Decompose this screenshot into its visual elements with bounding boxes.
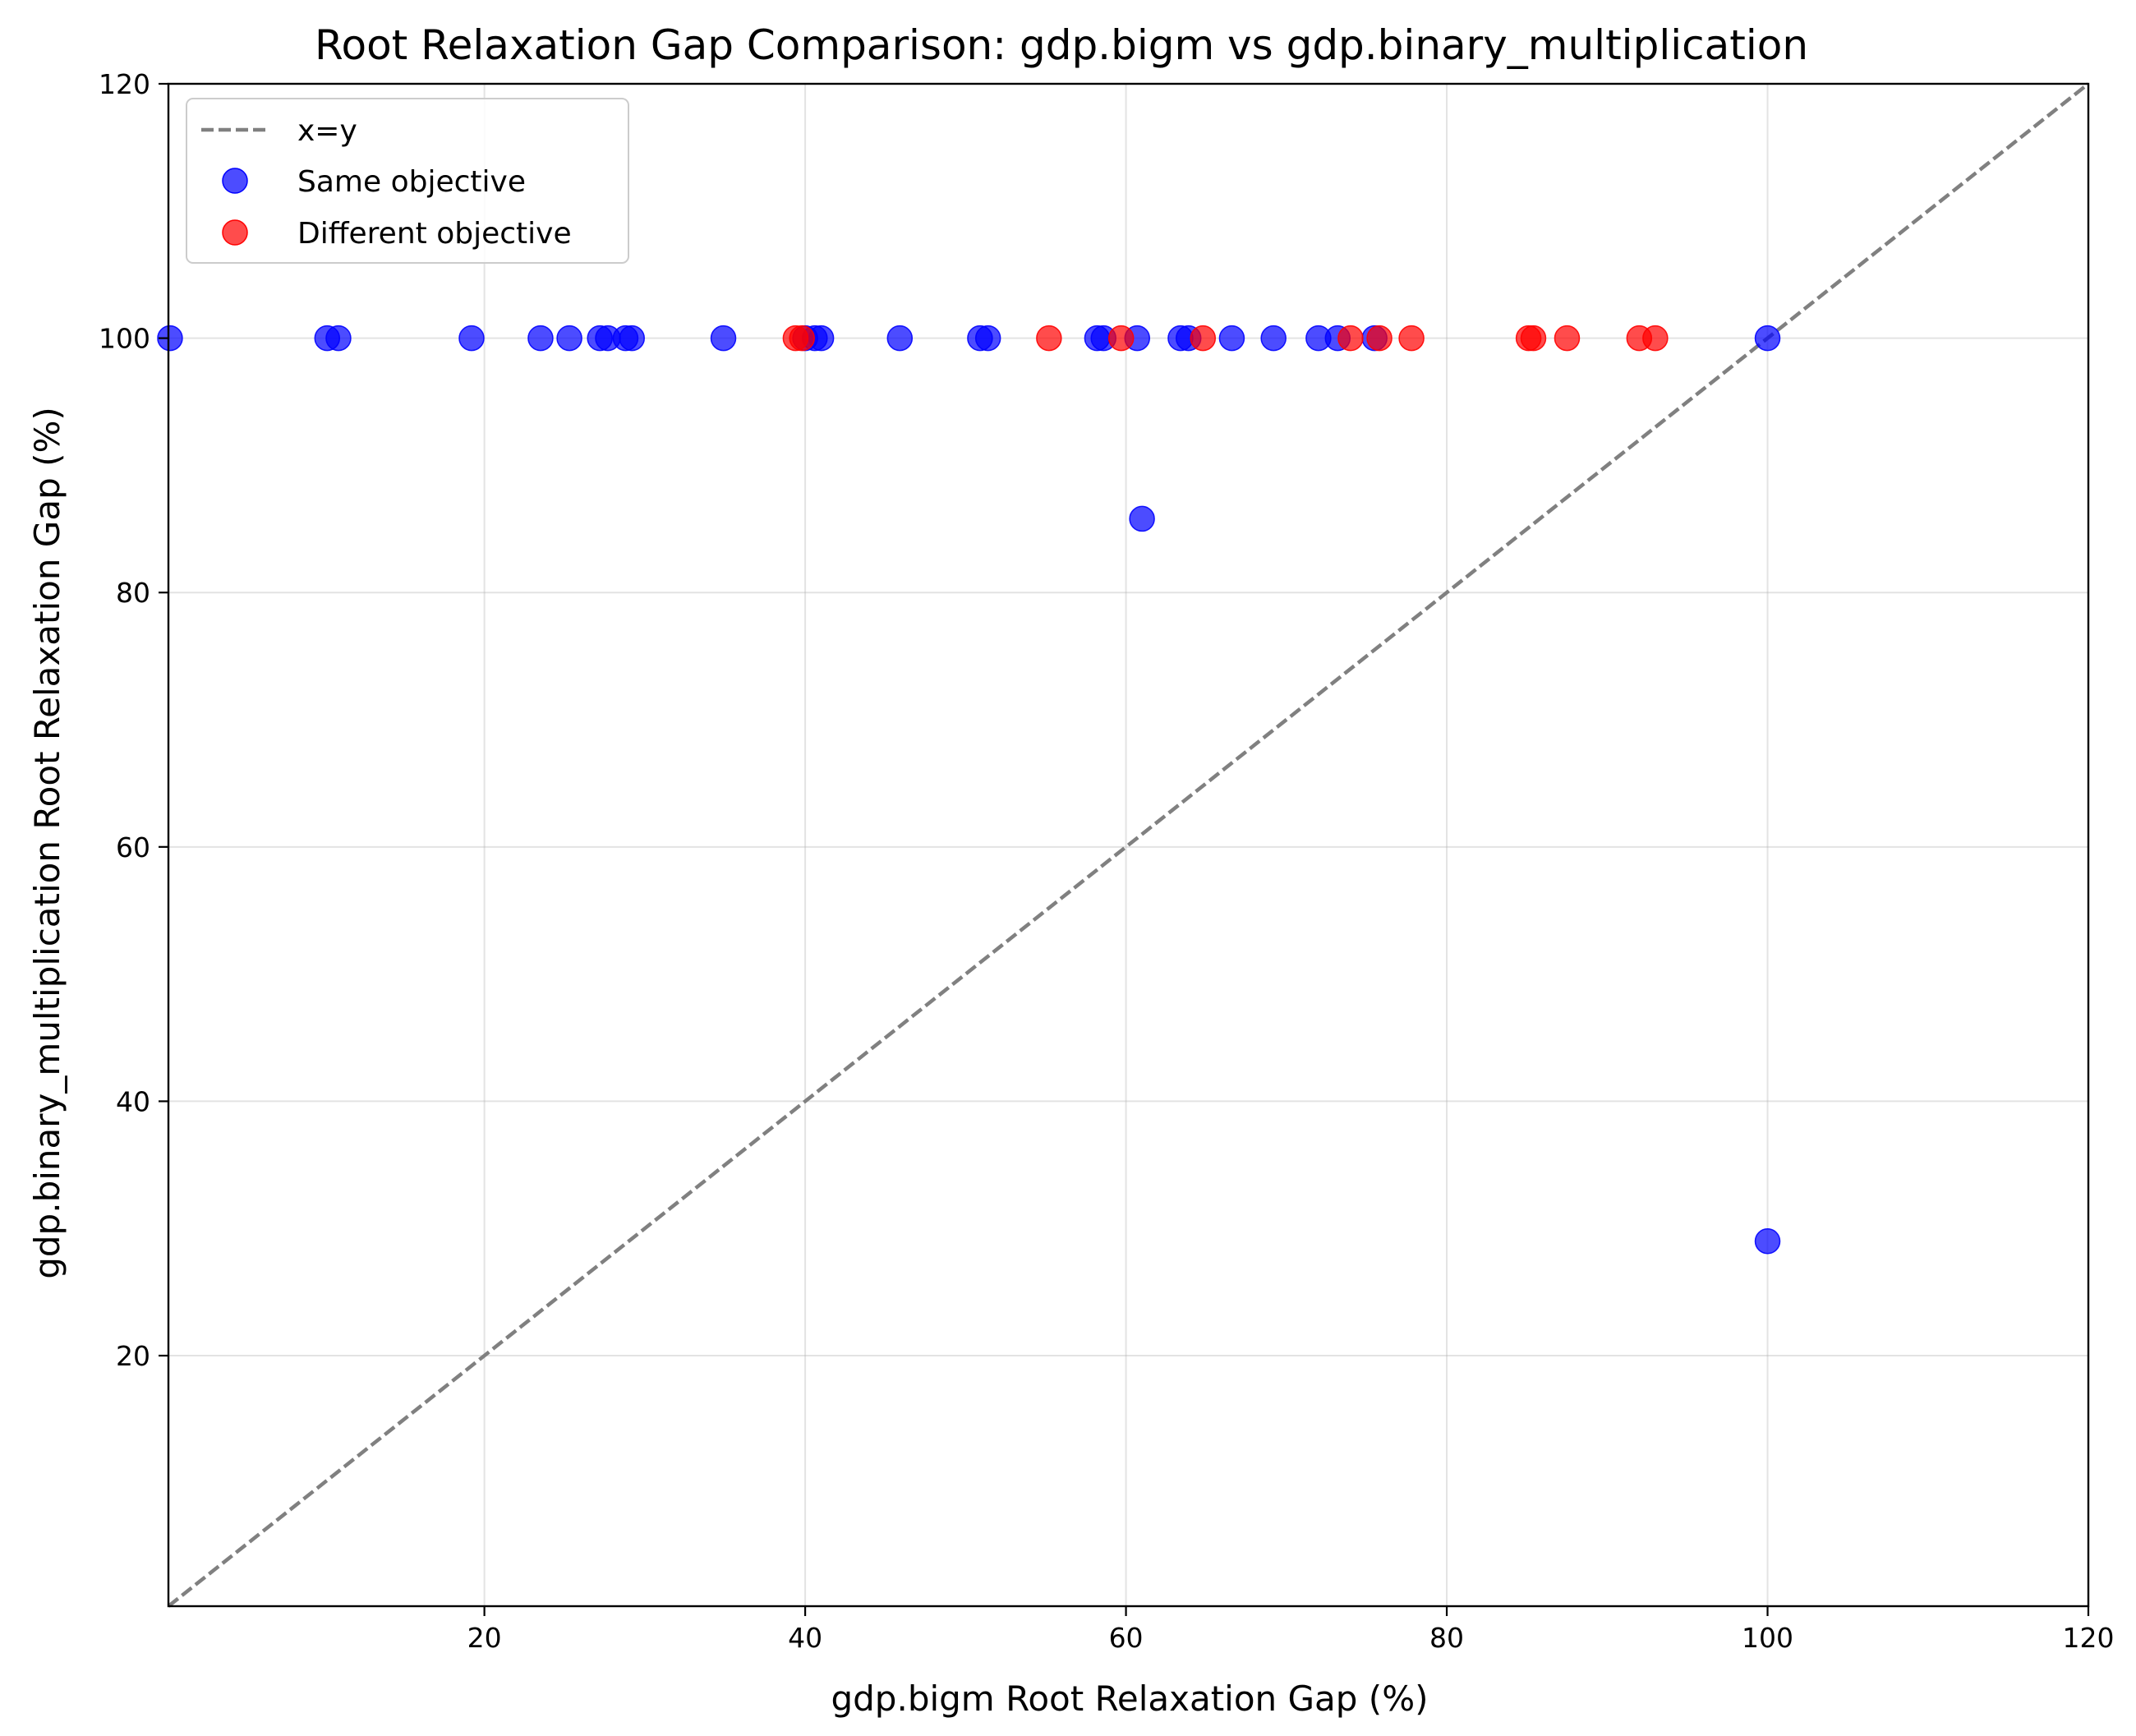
legend-label-different-objective: Different objective [297,217,572,251]
point-same-objective [710,325,737,352]
legend-label-reference: x=y [297,114,357,148]
point-different-objective [1107,325,1135,352]
point-same-objective [1129,505,1155,532]
point-same-objective [1260,325,1287,352]
point-different-objective [1036,325,1062,352]
point-same-objective [886,325,914,352]
point-different-objective [1337,325,1364,352]
x-tick-label: 40 [788,1622,822,1654]
y-tick-label: 100 [99,323,150,355]
y-tick-label: 60 [116,831,150,863]
point-different-objective [1642,325,1669,352]
point-same-objective [325,325,352,352]
plot-frame [167,82,2090,1608]
point-same-objective [1754,325,1781,352]
legend-marker-different-objective [222,219,248,246]
chart-title: Root Relaxation Gap Comparison: gdp.bigm… [315,21,1808,69]
y-tick-label: 20 [116,1340,150,1372]
point-same-objective [556,325,582,352]
legend: x=y Same objective Different objective [186,98,629,264]
point-different-objective [1190,325,1217,352]
point-same-objective [527,325,554,352]
x-axis-label: gdp.bigm Root Relaxation Gap (%) [831,1678,1428,1719]
points-layer [157,325,1781,1255]
y-tick-label: 40 [116,1085,150,1117]
legend-box [186,98,629,264]
point-same-objective [974,325,1001,352]
y-axis-label: gdp.binary_multiplication Root Relaxatio… [27,407,67,1279]
legend-marker-same-objective [222,168,248,194]
point-different-objective [1366,325,1393,352]
point-same-objective [157,325,183,352]
x-tick-label: 80 [1429,1622,1464,1654]
point-same-objective [1218,325,1245,352]
point-different-objective [1554,325,1581,352]
legend-label-same-objective: Same objective [297,165,526,199]
point-same-objective [619,325,645,352]
x-tick-label: 60 [1109,1622,1144,1654]
x-tick-label: 20 [467,1622,502,1654]
ticks: 20 40 60 80 100 120 20 40 60 80 100 120 [99,68,2115,1654]
point-different-objective [789,325,815,352]
point-different-objective [1398,325,1425,352]
point-different-objective [1520,325,1547,352]
y-tick-label: 80 [116,577,150,609]
x-tick-label: 120 [2063,1622,2115,1654]
y-tick-label: 120 [99,68,150,100]
point-same-objective [1754,1227,1781,1255]
x-tick-label: 100 [1742,1622,1793,1654]
point-same-objective [458,325,485,352]
